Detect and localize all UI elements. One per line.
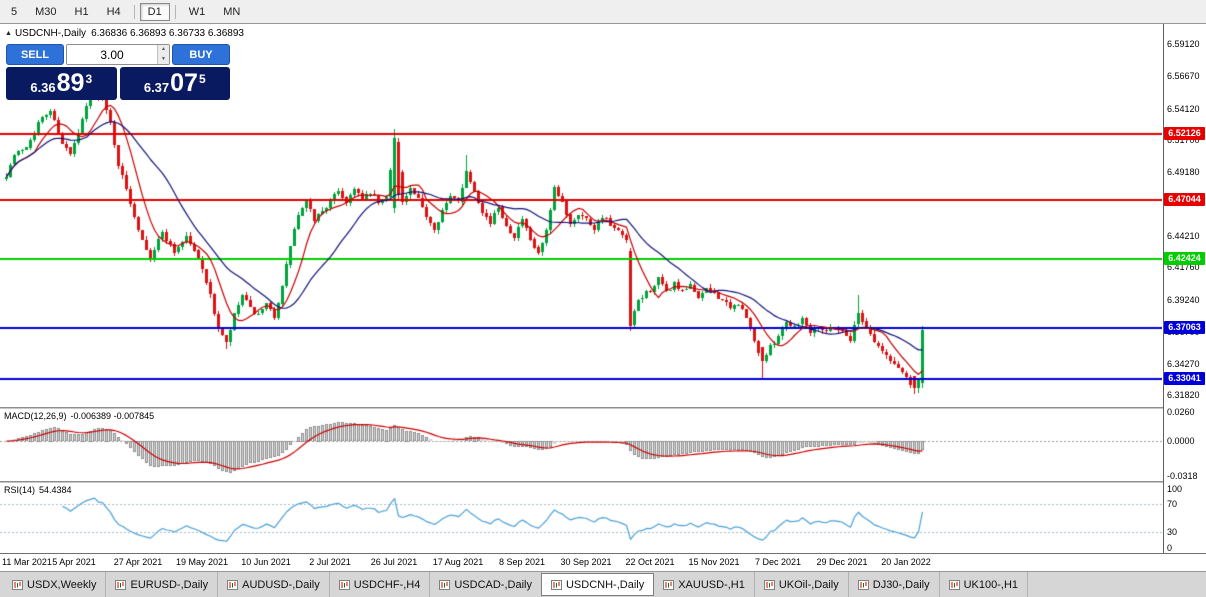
chart-tab-audusd-daily[interactable]: AUDUSD-,Daily (218, 572, 330, 597)
time-axis: 11 Mar 2021 5 Apr 2021 27 Apr 2021 19 May 2… (0, 554, 1163, 571)
timeframe-toolbar: 5 M30 H1 H4 D1 W1 MN (0, 0, 1206, 24)
sell-price-pip: 3 (85, 71, 93, 86)
toolbar-separator (174, 4, 176, 19)
toolbar-separator (133, 4, 135, 19)
chart-tab-label: EURUSD-,Daily (130, 578, 209, 591)
macd-indicator-canvas[interactable] (0, 409, 1162, 481)
mini-chart-icon (12, 579, 23, 590)
mini-chart-icon (763, 579, 775, 590)
timeframe-button-mn[interactable]: MN (223, 5, 241, 18)
chart-tab-label: USDCNH-,Daily (565, 578, 645, 591)
volume-down-button[interactable]: ▼ (158, 54, 169, 64)
ohlc-quote-text: 6.36836 6.36893 6.36733 6.36893 (91, 28, 244, 39)
date-axis-label: 5 Apr 2021 (52, 557, 96, 567)
date-axis-label: 22 Oct 2021 (625, 557, 675, 567)
chart-tab-label: AUDUSD-,Daily (242, 578, 320, 591)
timeframe-button-h1[interactable]: H1 (74, 5, 89, 18)
chart-tab-usdcnh-daily[interactable]: USDCNH-,Daily (540, 573, 655, 596)
mini-chart-icon (663, 579, 675, 590)
chart-tab-label: XAUUSD-,H1 (678, 578, 745, 591)
sell-price-display[interactable]: 6.36 89 3 (6, 67, 117, 100)
volume-input[interactable] (67, 45, 157, 64)
date-axis-label: 26 Jul 2021 (370, 557, 418, 567)
date-axis-label: 2 Jul 2021 (309, 557, 351, 567)
trade-panel-collapse-icon[interactable]: ▲ (5, 30, 12, 37)
macd-values: -0.006389 -0.007845 (70, 411, 155, 421)
chart-tab-label: USDCAD-,Daily (454, 578, 532, 591)
volume-spinner: ▲ ▼ (157, 45, 169, 64)
chart-tab-label: UKOil-,Daily (778, 578, 839, 591)
chart-tab-dj30-daily[interactable]: DJ30-,Daily (849, 572, 940, 597)
rsi-indicator-canvas[interactable] (0, 483, 1162, 553)
chart-tab-usdx-weekly[interactable]: USDX,Weekly (3, 572, 107, 597)
rsi-name: RSI(14) (4, 485, 36, 495)
chart-tabs-bar: USDX,Weekly EURUSD-,Daily AUDUSD-,Daily USD… (0, 571, 1206, 597)
chart-tab-xauusd-h1[interactable]: XAUUSD-,H1 (654, 572, 755, 597)
chart-tab-label: DJ30-,Daily (872, 578, 930, 591)
rsi-label: RSI(14) 54.4384 (4, 485, 72, 495)
date-axis-label: 19 May 2021 (175, 557, 229, 567)
timeframe-button-m30[interactable]: M30 (35, 5, 57, 18)
date-axis-label: 7 Dec 2021 (754, 557, 802, 567)
chart-window-title: ▲ USDCNH-,Daily 6.36836 6.36893 6.36733 6.… (5, 28, 244, 39)
timeframe-button-d1[interactable]: D1 (139, 2, 170, 21)
chart-tab-usdchf-h4[interactable]: USDCHF-,H4 (330, 572, 431, 597)
mini-chart-icon (439, 579, 451, 590)
chart-tab-ukoil-daily[interactable]: UKOil-,Daily (755, 572, 849, 597)
rsi-value: 54.4384 (39, 485, 72, 495)
mini-chart-icon (338, 579, 350, 590)
macd-name: MACD(12,26,9) (4, 411, 67, 421)
sell-price-prefix: 6.36 (30, 80, 56, 95)
macd-label: MACD(12,26,9) -0.006389 -0.007845 (4, 411, 154, 421)
buy-price-display[interactable]: 6.37 07 5 (119, 67, 230, 100)
mini-chart-icon (550, 579, 562, 590)
panel-separator (0, 407, 1206, 409)
chart-tab-label: UK100-,H1 (963, 578, 1019, 591)
one-click-trade-panel: SELL ▲ ▼ BUY 6.36 89 3 6.37 07 5 (6, 44, 230, 100)
date-axis-label: 10 Jun 2021 (241, 557, 291, 567)
chart-tab-uk100-h1[interactable]: UK100-,H1 (940, 572, 1029, 597)
panel-separator (0, 481, 1206, 483)
date-axis-label: 17 Aug 2021 (432, 557, 484, 567)
price-axis (1163, 24, 1206, 553)
volume-up-button[interactable]: ▲ (158, 45, 169, 55)
symbol-timeframe-label: USDCNH-,Daily (14, 28, 87, 39)
buy-price-pip: 5 (198, 71, 206, 86)
mini-chart-icon (857, 579, 869, 590)
date-axis-label: 11 Mar 2021 (2, 557, 52, 567)
date-axis-label: 30 Sep 2021 (560, 557, 612, 567)
chart-tab-label: USDCHF-,H4 (353, 578, 421, 591)
chart-tab-label: USDX,Weekly (27, 578, 97, 591)
date-axis-label: 8 Sep 2021 (498, 557, 546, 567)
mini-chart-icon (227, 579, 239, 590)
date-axis-label: 15 Nov 2021 (688, 557, 740, 567)
buy-price-main: 07 (170, 69, 198, 97)
timeframe-button-h4[interactable]: H4 (106, 5, 121, 18)
date-axis-label: 20 Jan 2022 (881, 557, 931, 567)
date-axis-label: 29 Dec 2021 (816, 557, 868, 567)
buy-price-prefix: 6.37 (143, 80, 170, 95)
timeframe-button-w1[interactable]: W1 (188, 5, 206, 18)
sell-price-main: 89 (56, 69, 85, 97)
chart-bottom-border (0, 553, 1206, 554)
buy-button[interactable]: BUY (172, 44, 230, 65)
timeframe-button-5[interactable]: 5 (11, 5, 18, 18)
chart-tab-usdcad-daily[interactable]: USDCAD-,Daily (430, 572, 542, 597)
chart-tab-eurusd-daily[interactable]: EURUSD-,Daily (106, 572, 219, 597)
mini-chart-icon (948, 579, 960, 590)
sell-button[interactable]: SELL (6, 44, 64, 65)
mini-chart-icon (115, 579, 127, 590)
date-axis-label: 27 Apr 2021 (113, 557, 163, 567)
volume-control: ▲ ▼ (66, 44, 170, 65)
